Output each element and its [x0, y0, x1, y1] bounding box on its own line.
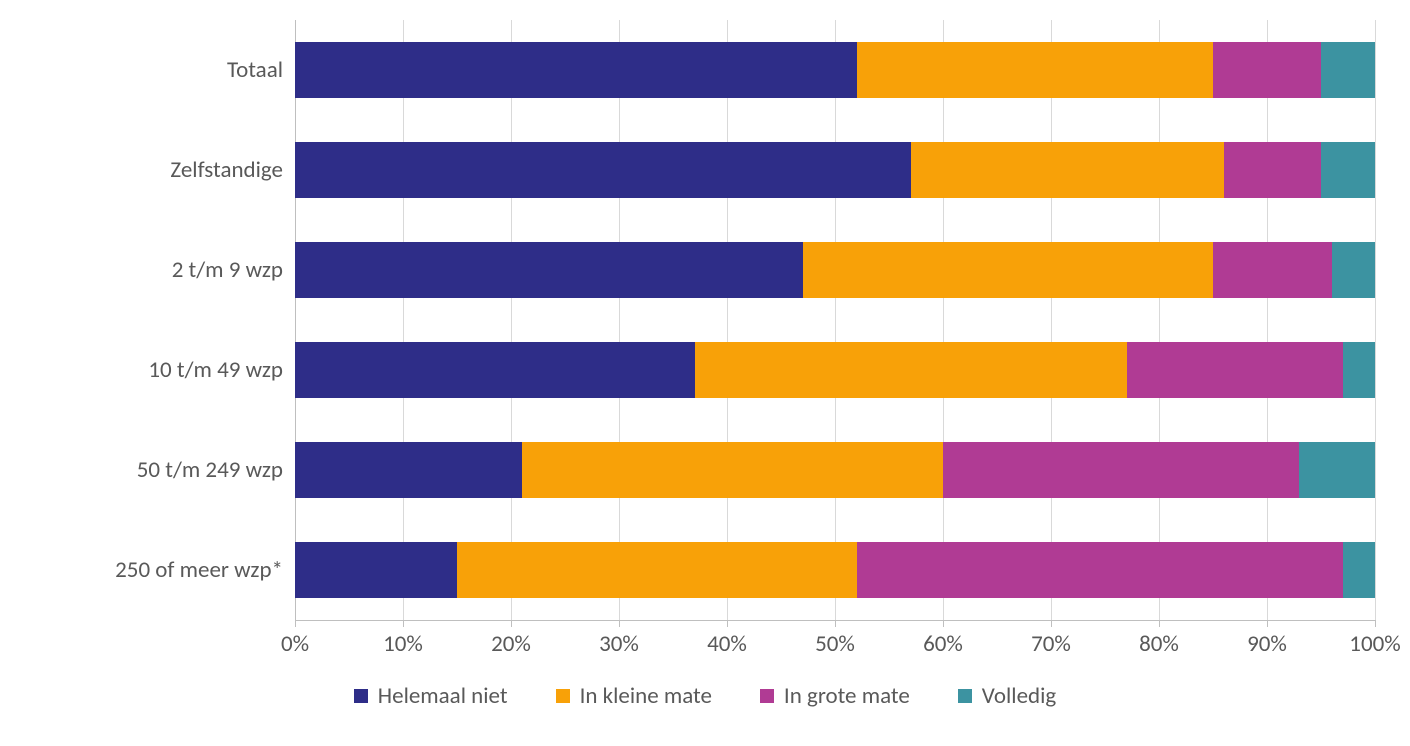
stacked-bar-chart: Totaal Zelfstandige 2 t/m 9 wzp 10 t/m 49 w…	[35, 20, 1375, 710]
y-axis-label: 10 t/m 49 wzp	[35, 320, 283, 420]
x-axis-tick-label: 80%	[1139, 630, 1179, 658]
bar-segment-helemaal_niet	[295, 442, 522, 498]
bar-segment-in_kleine_mate	[522, 442, 943, 498]
y-axis-label: 250 of meer wzp*	[35, 520, 283, 620]
bar-segment-in_grote_mate	[1213, 242, 1332, 298]
stacked-bar	[295, 342, 1375, 398]
category-label: 10 t/m 49 wzp	[148, 356, 283, 384]
legend-item: Helemaal niet	[354, 682, 508, 710]
plot-area: Totaal Zelfstandige 2 t/m 9 wzp 10 t/m 49 w…	[35, 20, 1375, 620]
y-axis-label: 2 t/m 9 wzp	[35, 220, 283, 320]
bars-region	[295, 20, 1375, 620]
legend-swatch	[958, 689, 972, 703]
x-axis: 0%10%20%30%40%50%60%70%80%90%100%	[295, 620, 1375, 660]
x-axis-tick-label: 0%	[281, 630, 309, 658]
y-axis-label: Zelfstandige	[35, 120, 283, 220]
x-axis-tick-label: 60%	[923, 630, 963, 658]
category-label: 50 t/m 249 wzp	[137, 456, 283, 484]
x-axis-tick-label: 10%	[383, 630, 423, 658]
bar-segment-volledig	[1321, 42, 1375, 98]
bar-segment-in_kleine_mate	[857, 42, 1213, 98]
bar-segment-in_kleine_mate	[803, 242, 1213, 298]
bar-segment-in_grote_mate	[1224, 142, 1321, 198]
bar-row	[295, 520, 1375, 620]
bar-row	[295, 320, 1375, 420]
bar-segment-in_grote_mate	[857, 542, 1343, 598]
legend-item: In kleine mate	[556, 682, 712, 710]
x-axis-tick-label: 20%	[491, 630, 531, 658]
x-axis-tick-label: 70%	[1031, 630, 1071, 658]
gridline	[1375, 20, 1376, 620]
x-axis-tick-label: 30%	[599, 630, 639, 658]
x-axis-tick-label: 50%	[815, 630, 855, 658]
category-label: 2 t/m 9 wzp	[172, 256, 283, 284]
legend-swatch	[354, 689, 368, 703]
bar-row	[295, 220, 1375, 320]
category-label: 250 of meer wzp*	[115, 556, 283, 584]
legend: Helemaal niet In kleine mate In grote mate…	[35, 682, 1375, 710]
legend-label: Volledig	[982, 682, 1056, 710]
x-axis-tick-label: 90%	[1247, 630, 1287, 658]
bar-row	[295, 120, 1375, 220]
y-axis-labels: Totaal Zelfstandige 2 t/m 9 wzp 10 t/m 49 w…	[35, 20, 295, 620]
stacked-bar	[295, 42, 1375, 98]
x-axis-tick-label: 100%	[1349, 630, 1400, 658]
bar-segment-in_kleine_mate	[695, 342, 1127, 398]
bars-container	[295, 20, 1375, 620]
legend-item: Volledig	[958, 682, 1056, 710]
stacked-bar	[295, 542, 1375, 598]
stacked-bar	[295, 142, 1375, 198]
x-axis-tick-label: 40%	[707, 630, 747, 658]
bar-segment-volledig	[1321, 142, 1375, 198]
legend-label: In kleine mate	[580, 682, 712, 710]
y-axis-label: Totaal	[35, 20, 283, 120]
category-label: Zelfstandige	[170, 156, 283, 184]
bar-segment-in_kleine_mate	[457, 542, 857, 598]
bar-segment-in_grote_mate	[943, 442, 1299, 498]
legend-item: In grote mate	[760, 682, 910, 710]
stacked-bar	[295, 242, 1375, 298]
bar-row	[295, 20, 1375, 120]
y-axis-label: 50 t/m 249 wzp	[35, 420, 283, 520]
legend-label: In grote mate	[784, 682, 910, 710]
legend-label: Helemaal niet	[378, 682, 508, 710]
bar-segment-helemaal_niet	[295, 142, 911, 198]
bar-segment-in_grote_mate	[1127, 342, 1343, 398]
bar-segment-helemaal_niet	[295, 342, 695, 398]
bar-row	[295, 420, 1375, 520]
x-tick-mark	[1375, 620, 1376, 627]
bar-segment-volledig	[1332, 242, 1375, 298]
category-label: Totaal	[227, 56, 283, 84]
bar-segment-helemaal_niet	[295, 542, 457, 598]
bar-segment-helemaal_niet	[295, 42, 857, 98]
stacked-bar	[295, 442, 1375, 498]
bar-segment-volledig	[1343, 342, 1375, 398]
legend-swatch	[556, 689, 570, 703]
bar-segment-in_grote_mate	[1213, 42, 1321, 98]
bar-segment-volledig	[1343, 542, 1375, 598]
bar-segment-in_kleine_mate	[911, 142, 1224, 198]
bar-segment-volledig	[1299, 442, 1375, 498]
legend-swatch	[760, 689, 774, 703]
bar-segment-helemaal_niet	[295, 242, 803, 298]
